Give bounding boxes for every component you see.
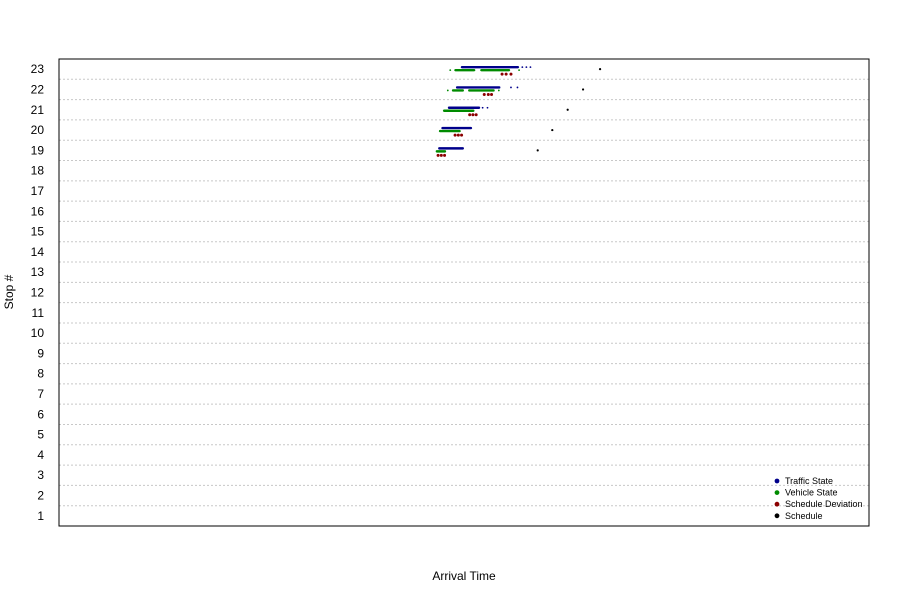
series-point xyxy=(516,86,519,89)
series-point xyxy=(482,92,486,96)
y-tick-label: 18 xyxy=(31,164,45,178)
series-schedule-deviation xyxy=(436,72,513,157)
y-tick-label: 6 xyxy=(37,407,44,421)
legend-marker xyxy=(774,478,780,484)
series-point xyxy=(453,133,457,137)
series-point xyxy=(436,153,440,157)
legend-label: Vehicle State xyxy=(785,488,838,498)
legend-marker xyxy=(774,513,780,519)
y-axis-title: Stop # xyxy=(2,274,16,309)
series-point xyxy=(443,153,447,157)
series-point xyxy=(510,86,512,89)
series-point xyxy=(468,113,472,117)
y-tick-label: 23 xyxy=(31,62,45,76)
series-range-mark xyxy=(451,89,464,92)
series-point xyxy=(518,69,520,72)
series-range-mark xyxy=(438,129,461,133)
series-range-mark xyxy=(442,109,475,112)
series-point xyxy=(456,133,460,137)
series-point xyxy=(486,106,489,109)
series-point xyxy=(525,66,528,69)
y-tick-label: 4 xyxy=(37,448,44,462)
series-range-mark xyxy=(454,68,476,72)
legend-label: Schedule xyxy=(785,511,823,521)
legend-marker xyxy=(774,490,780,495)
data-marks xyxy=(435,65,602,157)
y-tick-label: 14 xyxy=(31,245,45,259)
y-tick-label: 3 xyxy=(37,468,44,482)
y-tick-label: 12 xyxy=(31,286,45,300)
y-tick-label: 5 xyxy=(37,428,44,442)
series-point xyxy=(481,106,484,109)
plot-frame xyxy=(58,58,870,527)
y-tick-label: 21 xyxy=(31,103,45,117)
legend-label: Traffic State xyxy=(785,476,833,486)
series-point xyxy=(521,66,524,69)
series-schedule xyxy=(536,68,602,152)
y-tick-label: 2 xyxy=(37,489,44,503)
series-point xyxy=(460,133,464,137)
y-tick-label: 7 xyxy=(37,387,44,401)
series-range-mark xyxy=(438,147,464,150)
y-tick-label: 19 xyxy=(31,143,45,157)
series-range-mark xyxy=(441,126,473,130)
series-point xyxy=(509,72,513,76)
series-range-mark xyxy=(447,106,481,109)
series-range-mark xyxy=(435,150,447,153)
series-point xyxy=(536,149,539,152)
series-vehicle-state xyxy=(435,68,520,153)
series-point xyxy=(529,66,532,69)
x-axis-title: Arrival Time xyxy=(432,569,496,583)
y-tick-label: 13 xyxy=(31,265,45,279)
series-point xyxy=(500,72,504,76)
y-tick-label: 16 xyxy=(31,204,45,218)
legend-marker xyxy=(774,501,780,507)
series-range-mark xyxy=(455,86,501,89)
y-tick-label: 20 xyxy=(31,123,45,137)
series-point xyxy=(581,88,585,91)
series-point xyxy=(566,108,569,111)
series-range-mark xyxy=(468,89,495,92)
y-tick-label: 8 xyxy=(37,367,44,381)
series-point xyxy=(497,89,500,92)
series-range-mark xyxy=(480,68,511,72)
series-point xyxy=(490,92,494,96)
y-tick-label: 11 xyxy=(32,306,45,320)
series-range-mark xyxy=(460,65,520,69)
series-point xyxy=(446,89,449,92)
y-tick-label: 22 xyxy=(31,82,45,96)
series-point xyxy=(504,72,508,76)
legend-label: Schedule Deviation xyxy=(785,499,863,509)
y-tick-label: 17 xyxy=(31,184,45,198)
series-point xyxy=(598,68,602,71)
series-point xyxy=(471,113,475,117)
series-traffic-state xyxy=(438,65,532,150)
series-point xyxy=(439,153,443,157)
y-tick-label: 15 xyxy=(31,225,45,239)
series-point xyxy=(449,69,452,72)
series-point xyxy=(551,128,554,132)
y-tick-label: 9 xyxy=(37,346,44,360)
series-point xyxy=(474,113,478,117)
y-tick-label: 1 xyxy=(37,509,44,523)
grid-lines xyxy=(59,78,869,507)
series-point xyxy=(486,92,490,96)
y-tick-label: 10 xyxy=(31,326,45,340)
